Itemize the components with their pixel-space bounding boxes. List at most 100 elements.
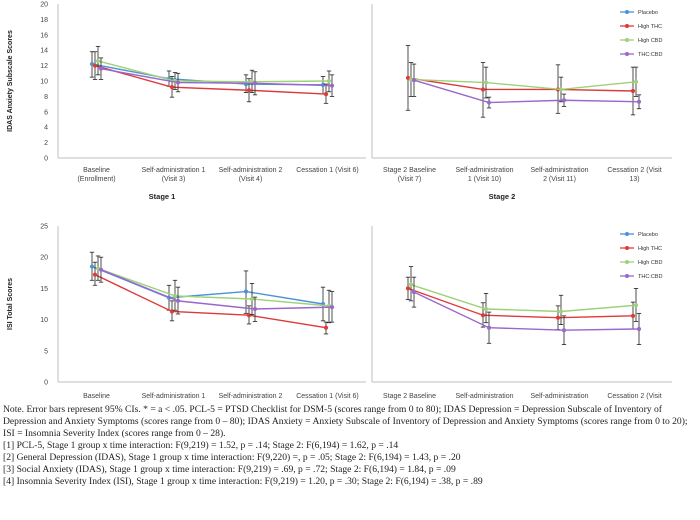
y-tick-label: 15 (40, 286, 48, 293)
series-line-thc-cbd (413, 291, 640, 331)
note-text: Note. Error bars represent 95% CIs. * = … (3, 404, 688, 439)
data-point (483, 80, 489, 85)
y-axis-label: ISI Total Scores (7, 278, 14, 330)
legend-swatch-marker (625, 232, 629, 236)
y-tick-label: 8 (44, 94, 48, 101)
x-tick-label: 1 (Visit 10) (468, 176, 501, 183)
series-line-placebo (91, 265, 324, 305)
series-line-high-thc (407, 287, 634, 319)
data-point (98, 267, 104, 272)
x-tick-label: Baseline (83, 393, 110, 400)
data-point (95, 58, 101, 64)
x-tick-label: Self-administration 1 (142, 167, 206, 174)
y-axis-label: IDAS Anxiety Subscale Scores (7, 30, 14, 132)
data-point (252, 306, 258, 312)
data-point (246, 313, 252, 318)
legend-swatch-marker (625, 38, 629, 42)
y-tick-label: 25 (40, 224, 48, 231)
data-point (92, 272, 98, 277)
y-tick-label: 10 (40, 317, 48, 324)
note-depression: [2] General Depression (IDAS), Stage 1 g… (3, 452, 461, 463)
series-line-high-cbd (410, 78, 637, 91)
series-line-high-cbd (97, 60, 330, 83)
legend-label: High THC (638, 24, 662, 30)
data-point (411, 290, 417, 295)
x-tick-label: (Enrollment) (77, 176, 115, 183)
series-line-high-thc (94, 274, 327, 329)
data-point (172, 293, 178, 298)
legend-label: THC:CBD (638, 52, 662, 58)
data-point (323, 325, 329, 330)
series-line-thc-cbd (100, 269, 333, 310)
legend-label: Placebo (638, 10, 658, 16)
data-point (480, 87, 486, 92)
x-tick-label: Self-administration (531, 393, 589, 400)
legend-swatch-marker (625, 52, 629, 56)
data-point (486, 100, 492, 105)
series-line-high-cbd (97, 267, 330, 307)
y-tick-label: 0 (44, 380, 48, 387)
data-point (561, 98, 567, 103)
data-point (246, 88, 252, 93)
x-tick-label: Cessation 2 (Visit (607, 167, 661, 174)
stage-title: Stage 2 (489, 192, 516, 201)
data-point (323, 91, 329, 97)
x-tick-label: Stage 2 Baseline (383, 393, 436, 400)
legend-label: High THC (638, 246, 662, 252)
legend-swatch-marker (625, 24, 629, 28)
y-tick-label: 4 (44, 125, 48, 132)
series-line-high-thc (94, 64, 327, 95)
data-point (329, 305, 335, 310)
y-tick-label: 0 (44, 156, 48, 163)
x-tick-label: Cessation 2 (Visit (607, 393, 661, 400)
data-point (249, 296, 255, 302)
data-point (630, 313, 636, 318)
x-tick-label: (Visit 4) (239, 176, 263, 183)
data-point (89, 264, 95, 269)
stage-title: Stage 1 (149, 192, 176, 201)
x-tick-label: Cessation 1 (Visit 6) (296, 167, 359, 174)
data-point (326, 78, 332, 84)
y-tick-label: 5 (44, 348, 48, 355)
data-point (636, 99, 642, 104)
series-line-thc-cbd (100, 67, 333, 87)
y-tick-label: 6 (44, 109, 48, 116)
x-tick-label: Cessation 1 (Visit 6) (296, 393, 359, 400)
figure-charts: 0 2 4 6 8 10 12 14 16 18 20 IDAS Anxiety Subscale S… (7, 2, 672, 400)
y-tick-label: 20 (40, 2, 48, 9)
series-line-thc-cbd (413, 79, 640, 104)
data-point (633, 303, 639, 308)
x-tick-label: (Visit 3) (162, 176, 186, 183)
x-tick-label: Self-administration 1 (142, 393, 206, 400)
data-point (169, 85, 175, 90)
x-tick-label: Self-administration (531, 167, 589, 174)
data-point (480, 313, 486, 318)
legend-label: Placebo (638, 232, 658, 238)
data-point (561, 328, 567, 333)
note-insomnia: [4] Insomnia Severity Index (ISI), Stage… (3, 476, 483, 487)
data-point (175, 298, 181, 303)
data-point (636, 326, 642, 332)
y-tick-label: 2 (44, 140, 48, 147)
y-tick-label: 14 (40, 48, 48, 55)
y-tick-label: 18 (40, 17, 48, 24)
legend-swatch-marker (625, 246, 629, 250)
legend-label: High CBD (638, 38, 662, 44)
legend-label: THC:CBD (638, 274, 662, 280)
y-tick-label: 16 (40, 32, 48, 39)
y-tick-label: 12 (40, 63, 48, 70)
data-point (98, 66, 104, 71)
data-point (558, 309, 564, 314)
data-point (555, 315, 561, 320)
x-tick-label: Stage 2 Baseline (383, 167, 436, 174)
x-tick-label: Self-administration (456, 167, 514, 174)
legend-label: High CBD (638, 260, 662, 266)
x-tick-label: (Visit 7) (398, 176, 422, 183)
series-line-high-cbd (410, 283, 637, 313)
data-point (252, 81, 258, 86)
data-point (633, 79, 639, 84)
x-tick-label: 2 (Visit 11) (543, 176, 576, 183)
series-line-high-thc (407, 77, 634, 92)
data-point (558, 87, 564, 92)
data-point (408, 282, 414, 287)
